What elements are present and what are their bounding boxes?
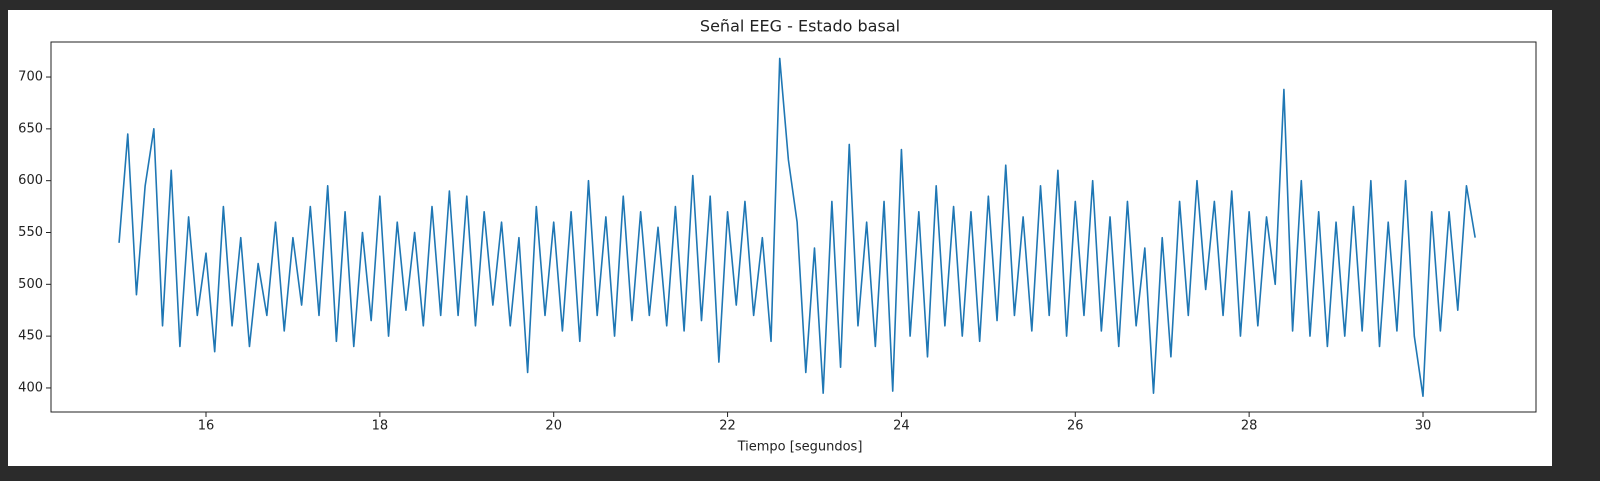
y-tick-label: 450 [18,329,43,344]
y-tick-label: 500 [18,277,43,292]
x-tick-label: 26 [1067,419,1084,434]
x-tick-label: 16 [198,419,215,434]
x-tick-label: 22 [719,419,736,434]
x-tick-label: 30 [1415,419,1432,434]
signal-line [118,57,1476,398]
x-tick-label: 28 [1241,419,1258,434]
x-axis-label: Tiempo [segundos] [737,440,863,455]
y-tick-label: 400 [18,380,43,395]
y-tick-label: 650 [18,121,43,136]
x-tick-label: 20 [545,419,562,434]
y-tick-label: 600 [18,173,43,188]
y-tick-label: 700 [18,70,43,85]
x-tick-label: 18 [372,419,389,434]
chart-title: Señal EEG - Estado basal [700,17,900,36]
x-tick-label: 24 [893,419,910,434]
y-tick-label: 550 [18,225,43,240]
plot-frame [50,41,1537,413]
figure-background [8,10,1552,466]
